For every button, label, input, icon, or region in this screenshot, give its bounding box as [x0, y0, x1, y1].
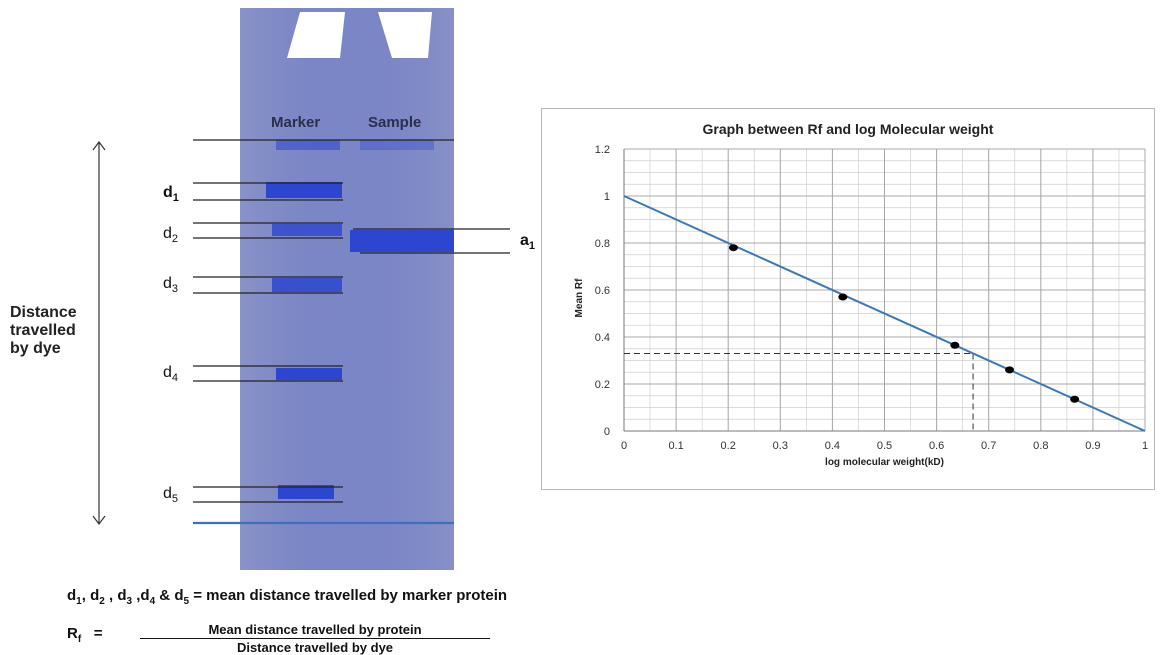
sample-bands — [350, 140, 454, 252]
sample-band-faint — [360, 140, 434, 150]
x-tick-label: 0.6 — [929, 440, 944, 452]
legend-text: = mean distance travelled by marker prot… — [189, 587, 508, 604]
y-tick-label: 1.2 — [595, 144, 610, 156]
marker-band-d4 — [276, 368, 342, 380]
d4-label: d4 — [163, 364, 179, 385]
legend-d4: d4 — [140, 587, 156, 607]
x-tick-label: 1 — [1142, 440, 1148, 452]
legend-d5: d5 — [174, 587, 190, 607]
y-tick-label: 0.2 — [595, 379, 610, 391]
x-tick-label: 0.9 — [1085, 440, 1100, 452]
y-tick-label: 0.8 — [595, 238, 610, 250]
x-tick-label: 0.3 — [773, 440, 788, 452]
legend-d2: d2 — [90, 587, 105, 607]
marker-bands — [266, 140, 342, 499]
sample-band-a1 — [350, 230, 454, 252]
rf-numerator: Mean distance travelled by protein — [140, 622, 490, 639]
rf-denominator: Distance travelled by dye — [236, 640, 394, 655]
data-point-4 — [1005, 366, 1015, 374]
distance-travelled-label: Distance travelled by dye — [10, 304, 77, 357]
legend-d3: d3 — [117, 587, 133, 607]
x-tick-label: 0.5 — [877, 440, 892, 452]
a1-label: a1 — [520, 232, 536, 253]
y-axis-title: Mean Rf — [574, 278, 585, 318]
x-axis-title: log molecular weight(kD) — [825, 457, 944, 468]
data-point-5 — [1070, 395, 1080, 403]
x-tick-label: 0.1 — [668, 440, 683, 452]
distance-arrow — [92, 141, 106, 525]
rf-fraction: Mean distance travelled by protein Dista… — [140, 622, 490, 655]
marker-band-top — [276, 140, 340, 150]
x-tick-label: 0.4 — [825, 440, 840, 452]
x-tick-label: 0.7 — [981, 440, 996, 452]
d2-label: d2 — [163, 225, 179, 246]
chart-title: Graph between Rf and log Molecular weigh… — [702, 121, 994, 137]
sample-well — [378, 12, 432, 58]
data-point-2 — [838, 293, 848, 301]
y-tick-label: 1 — [604, 191, 610, 203]
gel-photo — [92, 8, 510, 570]
x-tick-label: 0 — [621, 440, 627, 452]
x-tick-label: 0.8 — [1033, 440, 1048, 452]
marker-band-d5 — [278, 485, 334, 499]
fit-line — [623, 195, 1146, 432]
y-tick-label: 0 — [604, 426, 610, 438]
data-point-1 — [728, 244, 738, 252]
d5-label: d5 — [163, 485, 179, 506]
marker-band-d1 — [266, 182, 342, 198]
legend-d1: d1 — [67, 587, 82, 607]
chart-panel: Graph between Rf and log Molecular weigh… — [541, 108, 1155, 490]
rf-symbol: Rf = — [67, 625, 103, 645]
data-point-3 — [950, 341, 960, 349]
marker-lane-label: Marker — [271, 114, 321, 131]
d3-label: d3 — [163, 275, 179, 296]
marker-band-d2 — [272, 224, 342, 236]
marker-band-d3 — [272, 278, 342, 292]
y-tick-label: 0.4 — [595, 332, 610, 344]
chart-plot: 0 0.1 0.2 0.3 0.4 0.5 0.6 0.7 0.8 0.9 1 0 0.2 0.4 0.6 0… — [574, 144, 1148, 468]
marker-distance-legend: d1, d2 , d3 ,d4 & d5 = mean distance tra… — [67, 587, 508, 607]
d1-label: d1 — [163, 184, 179, 205]
x-tick-label: 0.2 — [721, 440, 736, 452]
measurement-lines — [193, 139, 510, 503]
sample-lane-label: Sample — [368, 114, 422, 131]
marker-well — [287, 12, 345, 58]
y-tick-label: 0.6 — [595, 285, 610, 297]
